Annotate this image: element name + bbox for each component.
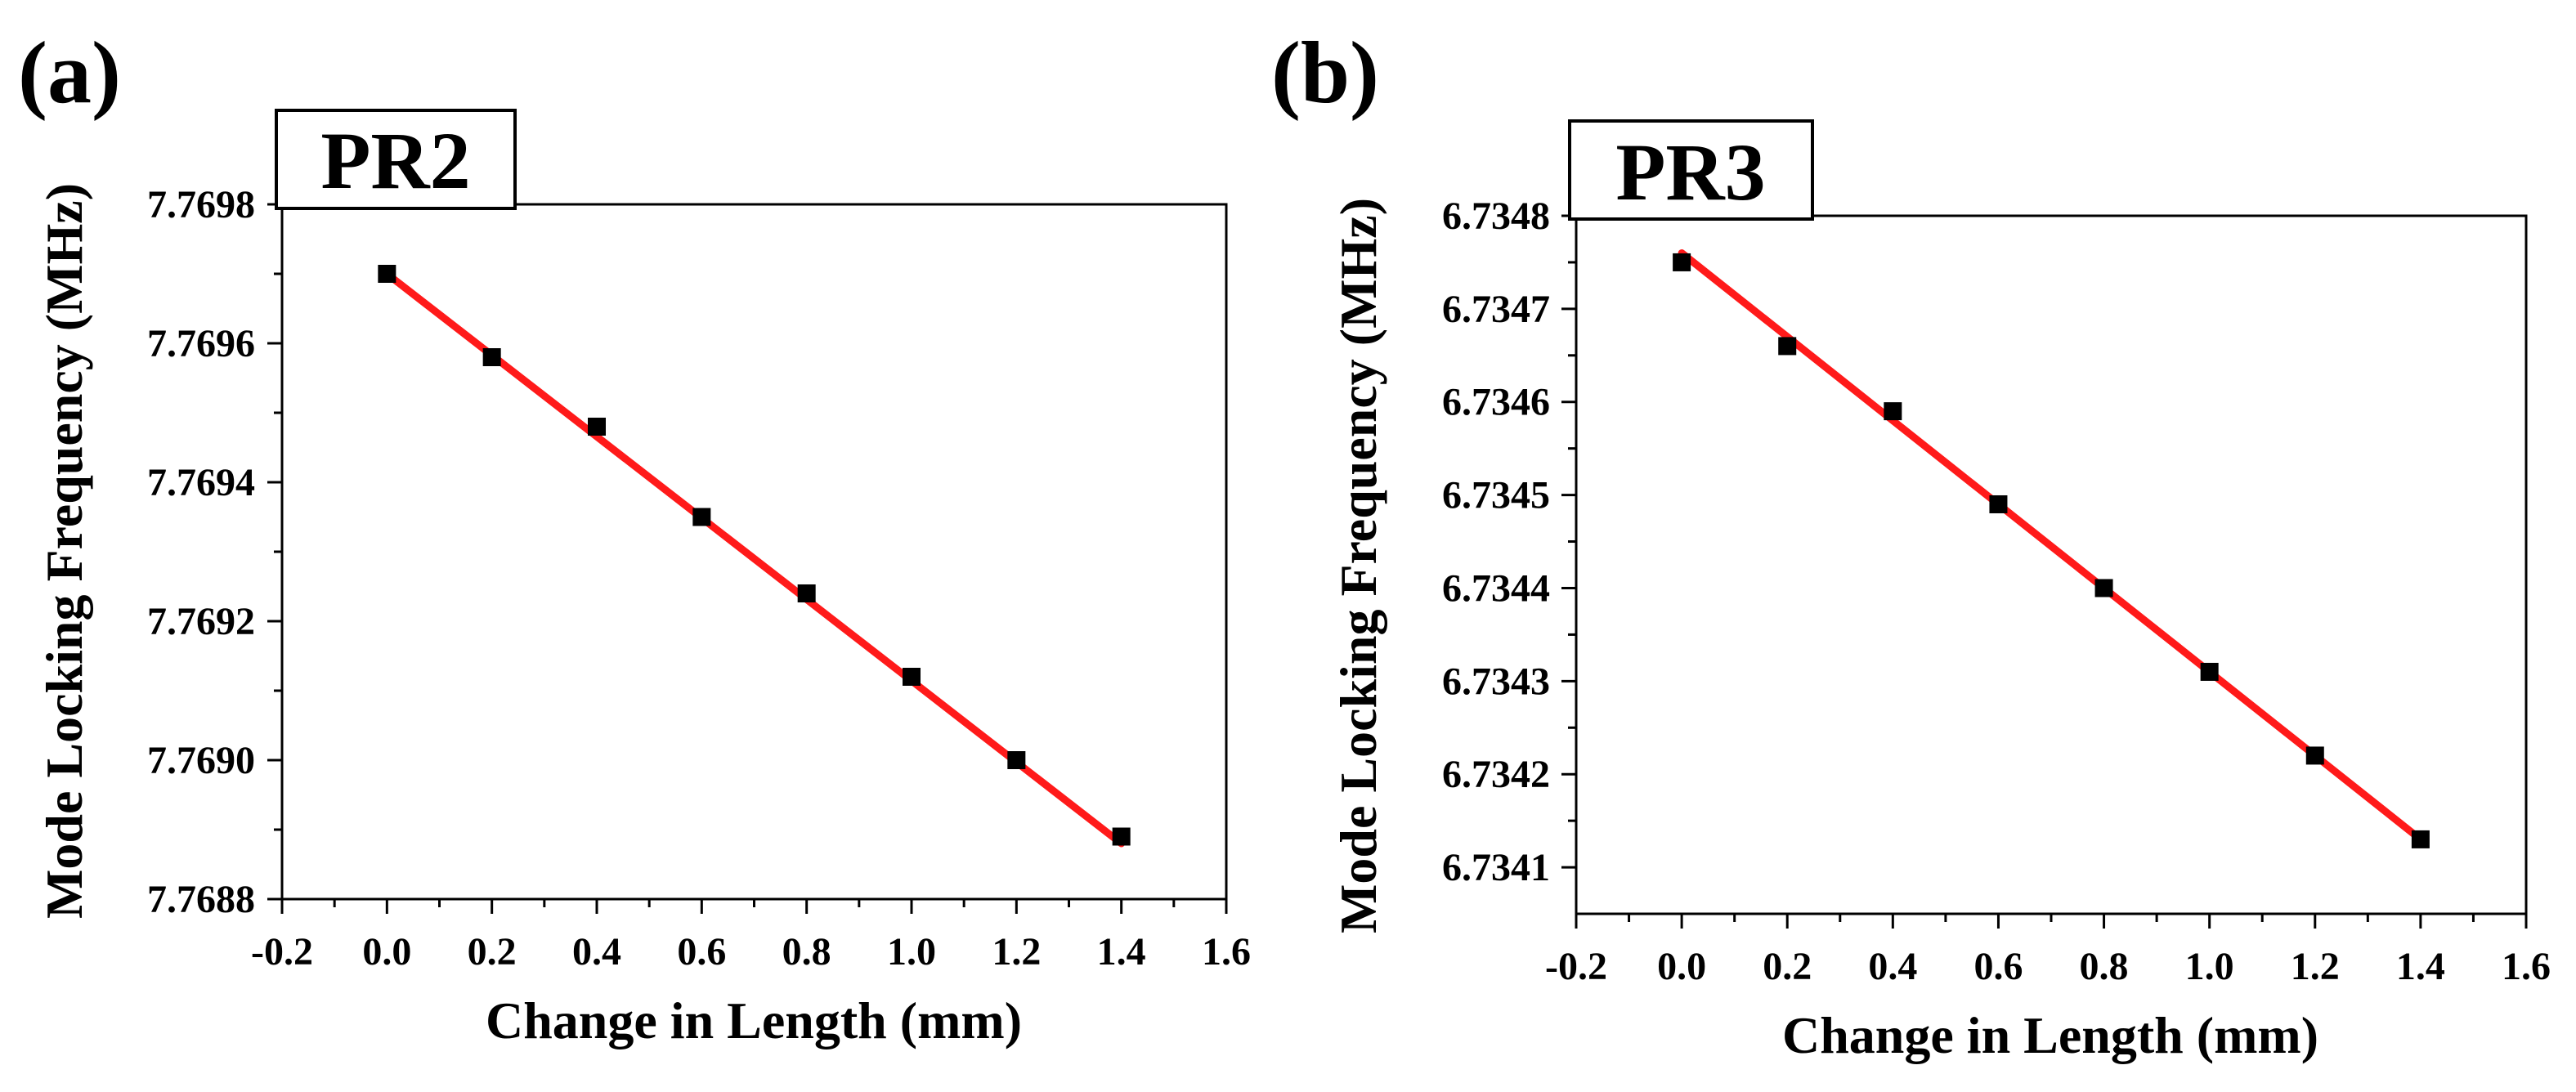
y-tick-label: 6.7343 <box>1442 660 1550 703</box>
y-tick-label: 6.7345 <box>1442 474 1550 517</box>
data-point <box>1112 827 1131 846</box>
data-point <box>378 265 396 283</box>
data-point <box>2094 579 2113 597</box>
y-tick-label: 7.7688 <box>147 878 255 921</box>
panel-label: (a) <box>18 25 121 122</box>
panel-title: PR3 <box>1615 127 1765 217</box>
y-tick-label: 6.7347 <box>1442 288 1550 331</box>
data-point <box>588 418 606 436</box>
y-tick-label: 6.7348 <box>1442 195 1550 238</box>
x-tick-label: 0.0 <box>1657 945 1706 988</box>
data-point <box>2305 746 2324 765</box>
fit-line <box>1678 249 2425 844</box>
x-axis-title: Change in Length (mm) <box>486 991 1022 1049</box>
data-point <box>692 508 711 526</box>
x-tick-label: 1.0 <box>2185 945 2234 988</box>
x-tick-label: 1.0 <box>887 930 936 973</box>
y-tick-label: 7.7694 <box>147 461 255 504</box>
x-tick-label: 1.4 <box>1097 930 1146 973</box>
data-point <box>2411 830 2430 848</box>
x-tick-label: 1.2 <box>2291 945 2340 988</box>
x-tick-label: 0.6 <box>677 930 726 973</box>
y-tick-label: 6.7341 <box>1442 846 1550 889</box>
y-axis-title: Mode Locking Frequency (MHz) <box>1329 198 1387 933</box>
panel-label: (b) <box>1271 25 1379 122</box>
data-point <box>2200 662 2219 681</box>
panel-title: PR2 <box>320 115 470 206</box>
data-point <box>1778 337 1797 356</box>
plot-frame <box>280 203 1228 901</box>
data-point <box>1989 495 2008 513</box>
x-tick-label: 0.6 <box>1973 945 2023 988</box>
title-box <box>1568 119 1814 221</box>
x-tick-label: 0.8 <box>2080 945 2129 988</box>
x-tick-label: -0.2 <box>251 930 313 973</box>
x-tick-label: 1.6 <box>1202 930 1251 973</box>
x-tick-label: 1.6 <box>2502 945 2551 988</box>
x-tick-label: 1.2 <box>992 930 1041 973</box>
x-tick-label: 1.4 <box>2396 945 2445 988</box>
x-tick-label: 0.8 <box>782 930 831 973</box>
y-axis-title: Mode Locking Frequency (MHz) <box>35 183 93 919</box>
x-tick-label: 0.2 <box>468 930 517 973</box>
fit-line <box>383 270 1126 848</box>
y-tick-label: 6.7342 <box>1442 753 1550 796</box>
x-tick-label: 0.2 <box>1763 945 1812 988</box>
x-axis-title: Change in Length (mm) <box>1782 1006 2318 1064</box>
title-box <box>275 109 517 210</box>
y-tick-label: 7.7692 <box>147 600 255 643</box>
x-tick-label: 0.4 <box>572 930 621 973</box>
y-tick-label: 7.7690 <box>147 739 255 782</box>
data-point <box>797 584 816 602</box>
y-tick-label: 6.7346 <box>1442 381 1550 424</box>
chart-panel-a: (a) -0.2 0.0 0.2 0.4 0.6 0.8 1.0 1.2 1.4 1.6 7.7688… <box>18 25 1251 1049</box>
data-point <box>1673 253 1691 271</box>
data-point <box>903 668 921 686</box>
data-point <box>1007 751 1026 769</box>
y-tick-label: 7.7698 <box>147 183 255 226</box>
data-point <box>482 348 501 366</box>
y-tick-label: 6.7344 <box>1442 566 1550 610</box>
x-tick-label: 0.0 <box>362 930 411 973</box>
x-tick-label: -0.2 <box>1545 945 1607 988</box>
x-tick-label: 0.4 <box>1868 945 1917 988</box>
chart-panel-b: (b) -0.2 0.0 0.2 0.4 0.6 0.8 1.0 1.2 1.4 1.6 6.7341… <box>1271 25 2551 1064</box>
data-point <box>1884 402 1902 421</box>
y-tick-label: 7.7696 <box>147 322 255 365</box>
